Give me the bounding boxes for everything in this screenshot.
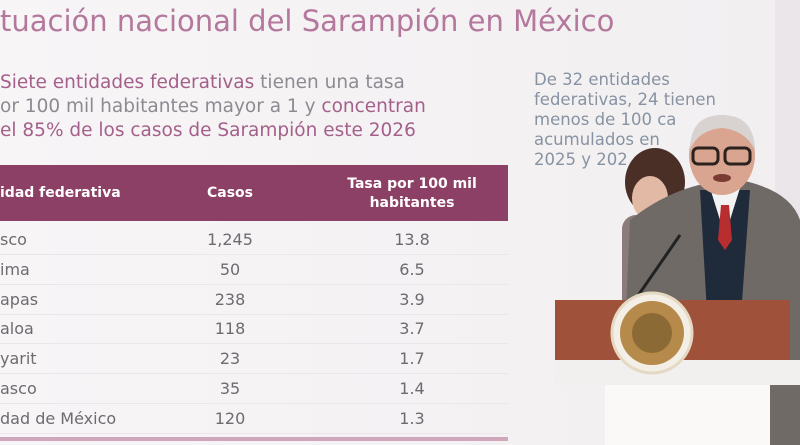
table-row: aloa 118 3.7 [0,314,508,345]
cell-entidad: dad de México [0,408,117,428]
cell-entidad: asco [0,379,37,398]
cell-entidad: apas [0,289,39,309]
side-note-line: De 32 entidades [534,70,670,89]
cell-tasa: 3.9 [399,289,425,309]
cell-casos: 50 [219,259,241,279]
cell-casos: 23 [219,349,241,369]
side-note-line: acumulados en [534,130,660,149]
subtitle-text: or 100 mil habitantes mayor a 1 y [0,96,322,117]
table-row: sco 1,245 13.8 [0,225,508,255]
header-entidad: idad federativa [0,185,121,201]
subtitle-text: tienen una tasa [254,72,405,93]
cell-entidad: yarit [0,349,37,369]
cell-tasa: 1.7 [399,349,425,369]
subtitle-highlight: Siete entidades federativas [0,72,255,93]
subtitle-line-1: Siete entidades federativas tienen una t… [0,72,405,93]
cell-casos: 120 [214,408,246,428]
side-note-line: federativas, 24 tienen [534,90,717,109]
cell-tasa: 6.5 [399,259,425,279]
table-row: asco 35 1.4 [0,374,508,404]
table-row: yarit 23 1.7 [0,344,508,375]
subtitle-highlight: concentran [321,96,426,117]
cell-tasa: 3.7 [399,319,425,339]
podium [555,291,800,445]
cell-casos: 1,245 [207,230,253,249]
speaker-and-podium [555,115,800,445]
side-note: De 32 entidades federativas, 24 tienen m… [534,70,716,170]
cell-tasa: 1.4 [399,379,425,398]
cell-casos: 238 [214,289,246,309]
table-bottom-border [0,437,508,441]
cell-tasa: 1.3 [399,408,425,428]
cell-tasa: 13.8 [394,230,430,249]
table-row: ima 50 6.5 [0,255,508,285]
cell-entidad: sco [0,230,27,249]
subtitle-line-2: or 100 mil habitantes mayor a 1 y concen… [0,96,426,117]
cell-entidad: aloa [0,319,34,339]
slide-title: tuación nacional del Sarampión en México [0,4,615,38]
side-note-line: 2025 y 202 [534,150,628,169]
cell-entidad: ima [0,259,30,279]
table-row: dad de México 120 1.3 [0,404,508,434]
table-header: idad federativa Casos Tasa por 100 mil h… [0,165,508,221]
cell-casos: 118 [214,319,246,339]
microphone [633,234,682,301]
side-note-line: menos de 100 ca [534,110,677,129]
subtitle-line-3: el 85% de los casos de Sarampión este 20… [0,120,416,141]
table-row: apas 238 3.9 [0,285,508,315]
header-casos: Casos [206,185,253,201]
header-tasa: Tasa por 100 mil habitantes [347,176,477,211]
cell-casos: 35 [219,379,241,398]
